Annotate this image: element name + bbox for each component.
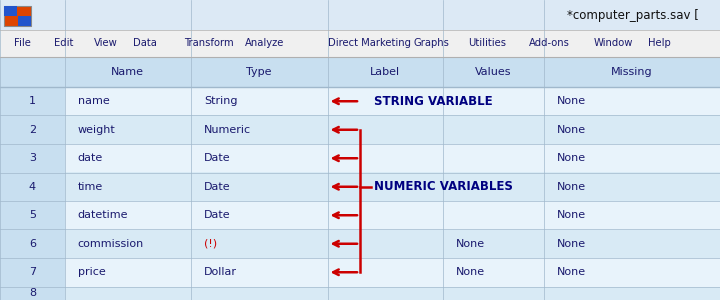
Text: STRING VARIABLE: STRING VARIABLE xyxy=(374,95,493,108)
Text: *computer_parts.sav [: *computer_parts.sav [ xyxy=(567,8,698,22)
Bar xyxy=(4,6,31,26)
Text: Add-ons: Add-ons xyxy=(529,38,570,49)
Text: None: None xyxy=(557,210,585,220)
Text: Transform: Transform xyxy=(184,38,233,49)
Bar xyxy=(0,30,720,57)
Text: 1: 1 xyxy=(29,96,36,106)
Text: Date: Date xyxy=(204,153,230,163)
Text: Data: Data xyxy=(133,38,157,49)
Text: Date: Date xyxy=(204,182,230,192)
Text: None: None xyxy=(557,239,585,249)
Text: Edit: Edit xyxy=(54,38,73,49)
Text: Utilities: Utilities xyxy=(468,38,506,49)
Bar xyxy=(0,286,65,300)
Bar xyxy=(0,172,65,201)
Bar xyxy=(65,87,720,116)
Text: Dollar: Dollar xyxy=(204,267,237,277)
Text: None: None xyxy=(557,96,585,106)
Text: None: None xyxy=(557,153,585,163)
Bar xyxy=(0,144,65,172)
Text: Help: Help xyxy=(648,38,671,49)
Text: Window: Window xyxy=(594,38,634,49)
Text: NUMERIC VARIABLES: NUMERIC VARIABLES xyxy=(374,180,513,193)
Text: datetime: datetime xyxy=(78,210,128,220)
Text: time: time xyxy=(78,182,103,192)
Text: None: None xyxy=(557,267,585,277)
Text: Analyze: Analyze xyxy=(245,38,284,49)
Bar xyxy=(65,144,720,172)
Text: Missing: Missing xyxy=(611,67,652,77)
Bar xyxy=(0,57,720,87)
Bar xyxy=(65,230,720,258)
Text: None: None xyxy=(557,182,585,192)
Bar xyxy=(0,230,65,258)
Bar xyxy=(18,16,31,26)
Text: Values: Values xyxy=(475,67,511,77)
Text: Type: Type xyxy=(246,67,272,77)
Text: View: View xyxy=(94,38,117,49)
Text: 6: 6 xyxy=(29,239,36,249)
Text: price: price xyxy=(78,267,106,277)
Text: Direct Marketing: Direct Marketing xyxy=(328,38,410,49)
Text: weight: weight xyxy=(78,125,115,135)
Text: 7: 7 xyxy=(29,267,36,277)
Bar xyxy=(4,6,17,16)
Bar xyxy=(65,201,720,230)
Bar xyxy=(65,286,720,300)
Text: Graphs: Graphs xyxy=(414,38,450,49)
Text: String: String xyxy=(204,96,238,106)
Text: date: date xyxy=(78,153,103,163)
Text: commission: commission xyxy=(78,239,144,249)
Bar xyxy=(65,258,720,286)
Text: Date: Date xyxy=(204,210,230,220)
Bar xyxy=(0,201,65,230)
Bar xyxy=(0,258,65,286)
Text: 5: 5 xyxy=(29,210,36,220)
Text: 2: 2 xyxy=(29,125,36,135)
Bar xyxy=(0,116,65,144)
Text: (!): (!) xyxy=(204,239,217,249)
Text: None: None xyxy=(557,125,585,135)
Text: None: None xyxy=(456,239,485,249)
Text: None: None xyxy=(456,267,485,277)
Text: Label: Label xyxy=(370,67,400,77)
Text: Numeric: Numeric xyxy=(204,125,251,135)
Text: 3: 3 xyxy=(29,153,36,163)
Bar xyxy=(0,87,65,116)
Bar xyxy=(0,0,720,30)
Text: File: File xyxy=(14,38,31,49)
Bar xyxy=(65,116,720,144)
Text: name: name xyxy=(78,96,109,106)
Text: Name: Name xyxy=(112,67,144,77)
Text: 4: 4 xyxy=(29,182,36,192)
Text: 8: 8 xyxy=(29,288,36,298)
Bar xyxy=(65,172,720,201)
